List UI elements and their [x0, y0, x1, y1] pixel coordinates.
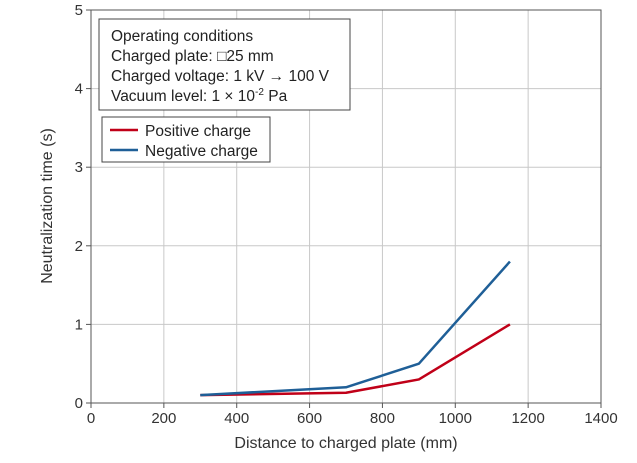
x-tick-label: 1000 [439, 410, 472, 427]
series-line-negative-charge [200, 260, 511, 397]
conditions-vacuum-unit: Pa [264, 88, 288, 105]
x-tick-label: 1400 [584, 410, 617, 427]
x-tick-label: 1200 [511, 410, 544, 427]
x-axis-title: Distance to charged plate (mm) [234, 435, 457, 452]
x-tick-label: 200 [151, 410, 176, 427]
y-axis-ticks: 0 1 2 3 4 5 [75, 2, 91, 412]
conditions-vacuum-main: Vacuum level: 1 × 10 [111, 88, 255, 105]
x-tick-label: 600 [297, 410, 322, 427]
y-tick-label: 4 [75, 81, 83, 98]
y-tick-label: 3 [75, 159, 83, 176]
conditions-title: Operating conditions [111, 28, 253, 45]
y-tick-label: 0 [75, 395, 83, 412]
operating-conditions-box: Operating conditions Charged plate: □25 … [98, 18, 351, 111]
legend-frame [101, 116, 271, 163]
plot-frame [90, 9, 602, 404]
x-tick-label: 0 [87, 410, 95, 427]
conditions-vacuum-exponent: -2 [255, 87, 264, 98]
operating-conditions-frame [98, 18, 351, 111]
y-tick-label: 5 [75, 2, 83, 19]
x-tick-label: 400 [224, 410, 249, 427]
x-axis-ticks: 0 200 400 600 800 1000 1200 1400 [87, 403, 618, 427]
series-line-positive-charge [200, 323, 511, 397]
legend-label-negative-charge: Negative charge [145, 143, 258, 160]
y-axis-title: Neutralization time (s) [39, 128, 56, 284]
y-tick-label: 1 [75, 316, 83, 333]
x-tick-label: 800 [370, 410, 395, 427]
conditions-plate: Charged plate: □25 mm [111, 48, 274, 65]
y-tick-label: 2 [75, 238, 83, 255]
legend-label-positive-charge: Positive charge [145, 123, 251, 140]
conditions-vacuum: Vacuum level: 1 × 10-2 Pa [111, 87, 288, 105]
series-layer [200, 260, 511, 397]
conditions-voltage: Charged voltage: 1 kV → 100 V [111, 68, 330, 85]
legend: Positive charge Negative charge [101, 116, 271, 163]
